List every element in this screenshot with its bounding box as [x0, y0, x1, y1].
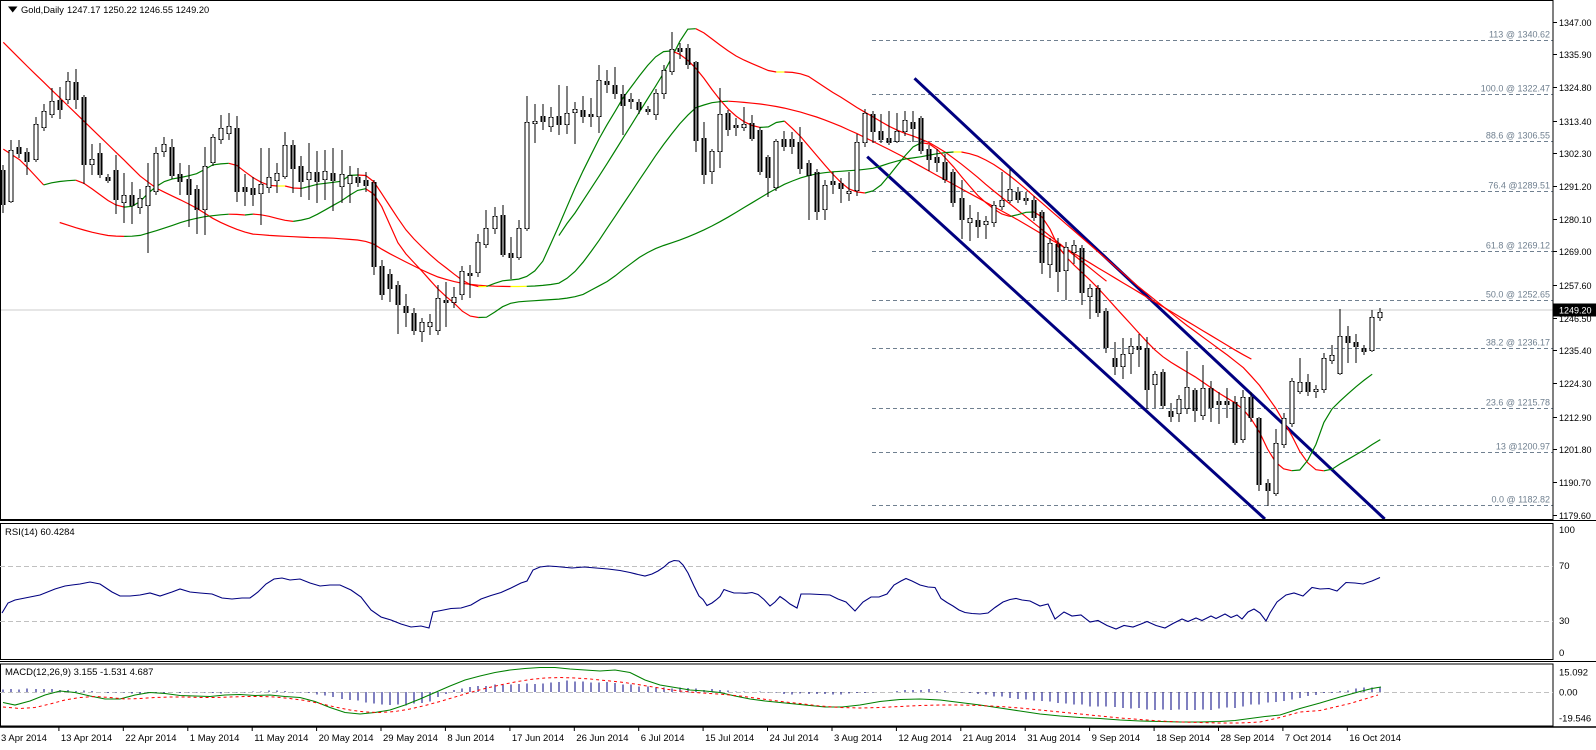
svg-text:1224.30: 1224.30 [1559, 379, 1592, 389]
svg-text:3 Apr 2014: 3 Apr 2014 [1, 733, 47, 744]
svg-text:76.4 @1289.51: 76.4 @1289.51 [1488, 181, 1550, 191]
svg-text:15.092: 15.092 [1559, 668, 1588, 679]
svg-text:1247.17 1250.22 1246.55 1249.2: 1247.17 1250.22 1246.55 1249.20 [67, 5, 209, 15]
svg-text:61.8 @ 1269.12: 61.8 @ 1269.12 [1486, 241, 1550, 251]
svg-text:1335.90: 1335.90 [1559, 50, 1592, 60]
svg-text:1324.80: 1324.80 [1559, 83, 1592, 93]
svg-text:24 Jul 2014: 24 Jul 2014 [770, 733, 819, 744]
svg-text:1302.30: 1302.30 [1559, 149, 1592, 159]
svg-text:MACD(12,26,9) 3.155 -1.531 4.6: MACD(12,26,9) 3.155 -1.531 4.687 [5, 667, 153, 678]
svg-text:1190.70: 1190.70 [1559, 478, 1591, 488]
svg-text:-19.546: -19.546 [1559, 714, 1591, 725]
svg-text:22 Apr 2014: 22 Apr 2014 [125, 733, 176, 744]
svg-text:1280.10: 1280.10 [1559, 215, 1592, 225]
svg-text:0.00: 0.00 [1559, 688, 1578, 699]
svg-text:13 Apr 2014: 13 Apr 2014 [61, 733, 112, 744]
svg-text:1313.40: 1313.40 [1559, 117, 1592, 127]
svg-text:20 May 2014: 20 May 2014 [319, 733, 374, 744]
svg-text:70: 70 [1559, 561, 1570, 572]
svg-text:29 May 2014: 29 May 2014 [383, 733, 438, 744]
svg-text:1291.20: 1291.20 [1559, 182, 1592, 192]
svg-text:113 @ 1340.62: 113 @ 1340.62 [1489, 30, 1550, 40]
svg-text:6 Jul 2014: 6 Jul 2014 [641, 733, 685, 744]
svg-text:100: 100 [1559, 525, 1575, 536]
svg-text:8 Jun 2014: 8 Jun 2014 [447, 733, 494, 744]
svg-text:0.0 @ 1182.82: 0.0 @ 1182.82 [1491, 495, 1550, 505]
svg-text:26 Jun 2014: 26 Jun 2014 [576, 733, 628, 744]
svg-text:11 May 2014: 11 May 2014 [254, 733, 308, 744]
svg-text:1 May 2014: 1 May 2014 [190, 733, 240, 744]
svg-text:12 Aug 2014: 12 Aug 2014 [898, 733, 951, 744]
svg-text:1347.00: 1347.00 [1559, 18, 1592, 28]
svg-text:1212.90: 1212.90 [1559, 413, 1592, 423]
svg-text:88.6 @ 1306.55: 88.6 @ 1306.55 [1486, 131, 1550, 141]
svg-text:23.6 @ 1215.78: 23.6 @ 1215.78 [1486, 398, 1550, 408]
svg-text:3 Aug 2014: 3 Aug 2014 [834, 733, 882, 744]
svg-text:1201.80: 1201.80 [1559, 445, 1592, 455]
svg-text:RSI(14) 60.4284: RSI(14) 60.4284 [5, 527, 75, 538]
svg-text:28 Sep 2014: 28 Sep 2014 [1221, 733, 1275, 744]
svg-text:31 Aug 2014: 31 Aug 2014 [1027, 733, 1080, 744]
svg-text:15 Jul 2014: 15 Jul 2014 [705, 733, 754, 744]
svg-text:18 Sep 2014: 18 Sep 2014 [1156, 733, 1210, 744]
svg-text:13 @1200.97: 13 @1200.97 [1496, 442, 1550, 452]
svg-text:21 Aug 2014: 21 Aug 2014 [963, 733, 1016, 744]
svg-text:1257.60: 1257.60 [1559, 281, 1592, 291]
svg-text:100.0 @ 1322.47: 100.0 @ 1322.47 [1481, 84, 1550, 94]
svg-text:1246.50: 1246.50 [1559, 314, 1592, 324]
svg-text:1235.40: 1235.40 [1559, 346, 1592, 356]
svg-text:Gold,Daily: Gold,Daily [21, 5, 64, 15]
svg-text:1249.20: 1249.20 [1559, 306, 1592, 316]
svg-text:0: 0 [1559, 648, 1564, 659]
svg-text:50.0 @ 1252.65: 50.0 @ 1252.65 [1486, 290, 1550, 300]
svg-text:7 Oct 2014: 7 Oct 2014 [1285, 733, 1331, 744]
svg-text:30: 30 [1559, 616, 1570, 627]
svg-text:17 Jun 2014: 17 Jun 2014 [512, 733, 564, 744]
svg-text:1179.60: 1179.60 [1559, 511, 1591, 521]
svg-text:38.2 @ 1236.17: 38.2 @ 1236.17 [1486, 338, 1550, 348]
svg-text:1269.00: 1269.00 [1559, 247, 1592, 257]
svg-text:9 Sep 2014: 9 Sep 2014 [1092, 733, 1141, 744]
svg-text:16 Oct 2014: 16 Oct 2014 [1349, 733, 1401, 744]
